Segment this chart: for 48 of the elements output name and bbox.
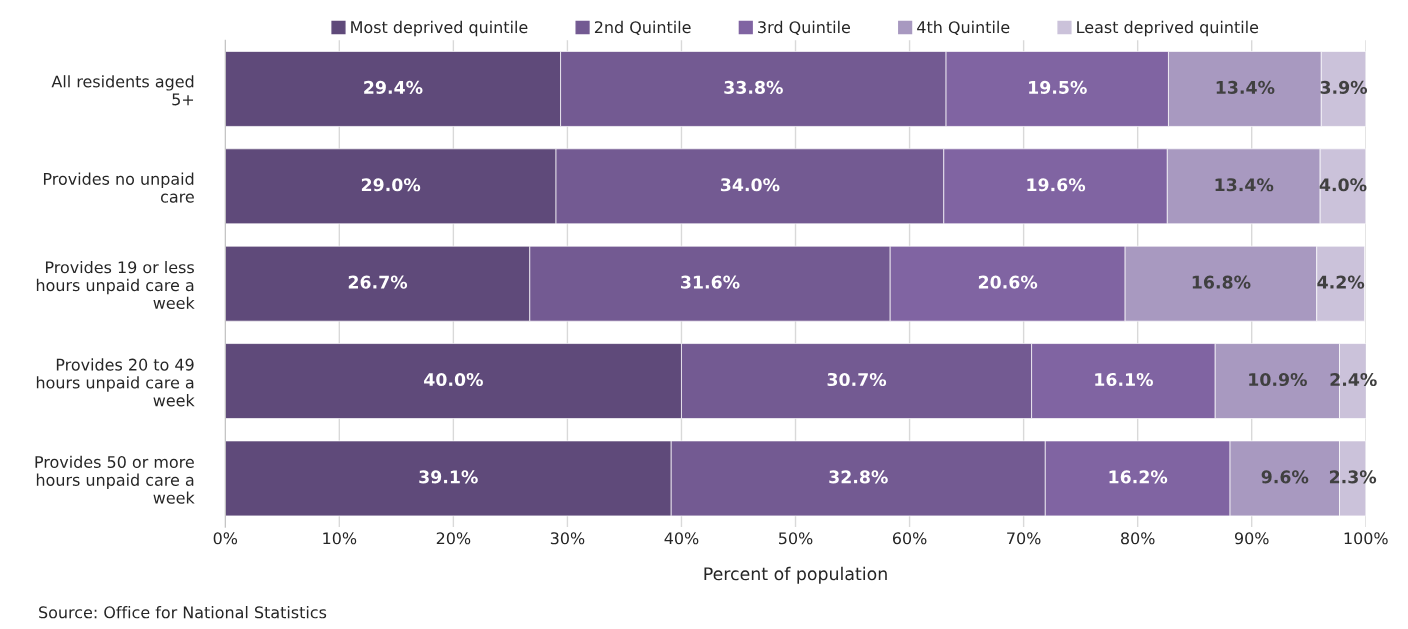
y-tick-label: Provides no unpaid care — [43, 172, 194, 203]
data-label: 26.7% — [348, 275, 408, 289]
data-label: 2.3% — [1329, 470, 1377, 484]
x-tick-label: 80% — [1121, 532, 1155, 545]
x-tick-label: 90% — [1234, 532, 1269, 545]
x-tick-label: 50% — [779, 532, 813, 545]
y-tick-label: Provides 19 or less hours unpaid care a week — [36, 260, 195, 310]
data-label: 16.1% — [1095, 372, 1153, 387]
data-label: 33.8% — [724, 80, 783, 94]
data-label: 29.4% — [364, 80, 423, 94]
data-label: 19.5% — [1029, 80, 1087, 94]
data-label: 13.4% — [1216, 80, 1275, 94]
data-label: 29.0% — [361, 178, 421, 192]
data-label: 32.8% — [829, 470, 888, 484]
y-tick-label: All residents aged 5+ — [51, 75, 194, 106]
data-label: 34.0% — [720, 178, 780, 192]
data-label: 20.6% — [978, 275, 1038, 289]
x-tick-label: 30% — [550, 532, 585, 545]
legend-label: 4th Quintile — [917, 20, 1010, 36]
data-label: 16.2% — [1109, 470, 1168, 484]
data-label: 19.6% — [1027, 178, 1086, 192]
x-tick-label: 0% — [213, 532, 238, 545]
x-tick-label: 20% — [436, 532, 471, 545]
x-tick-label: 10% — [323, 532, 357, 545]
legend-label: Least deprived quintile — [1077, 20, 1259, 37]
legend-label: 3rd Quintile — [758, 20, 850, 36]
x-tick-label: 100% — [1344, 532, 1388, 545]
data-label: 9.6% — [1261, 470, 1309, 484]
data-label: 10.9% — [1249, 372, 1307, 387]
data-label: 2.4% — [1330, 372, 1377, 387]
source-note: Source: Office for National Statistics — [39, 605, 327, 619]
data-label: 4.2% — [1317, 275, 1365, 289]
y-tick-label: Provides 50 or more hours unpaid care a week — [35, 455, 195, 504]
x-tick-label: 60% — [892, 532, 927, 545]
data-label: 16.8% — [1192, 275, 1251, 289]
x-tick-label: 40% — [664, 532, 699, 545]
data-label: 40.0% — [424, 372, 483, 387]
y-tick-label: Provides 20 to 49 hours unpaid care a week — [36, 358, 195, 407]
data-label: 31.6% — [681, 275, 740, 289]
data-label: 39.1% — [419, 470, 478, 484]
x-axis-title: Percent of population — [704, 566, 887, 584]
legend-label: Most deprived quintile — [351, 20, 528, 37]
data-label: 4.0% — [1319, 178, 1367, 192]
data-label: 13.4% — [1215, 178, 1274, 192]
x-tick-label: 70% — [1007, 532, 1041, 545]
data-label: 3.9% — [1320, 80, 1368, 94]
data-label: 30.7% — [827, 372, 887, 387]
legend-label: 2nd Quintile — [594, 20, 691, 36]
